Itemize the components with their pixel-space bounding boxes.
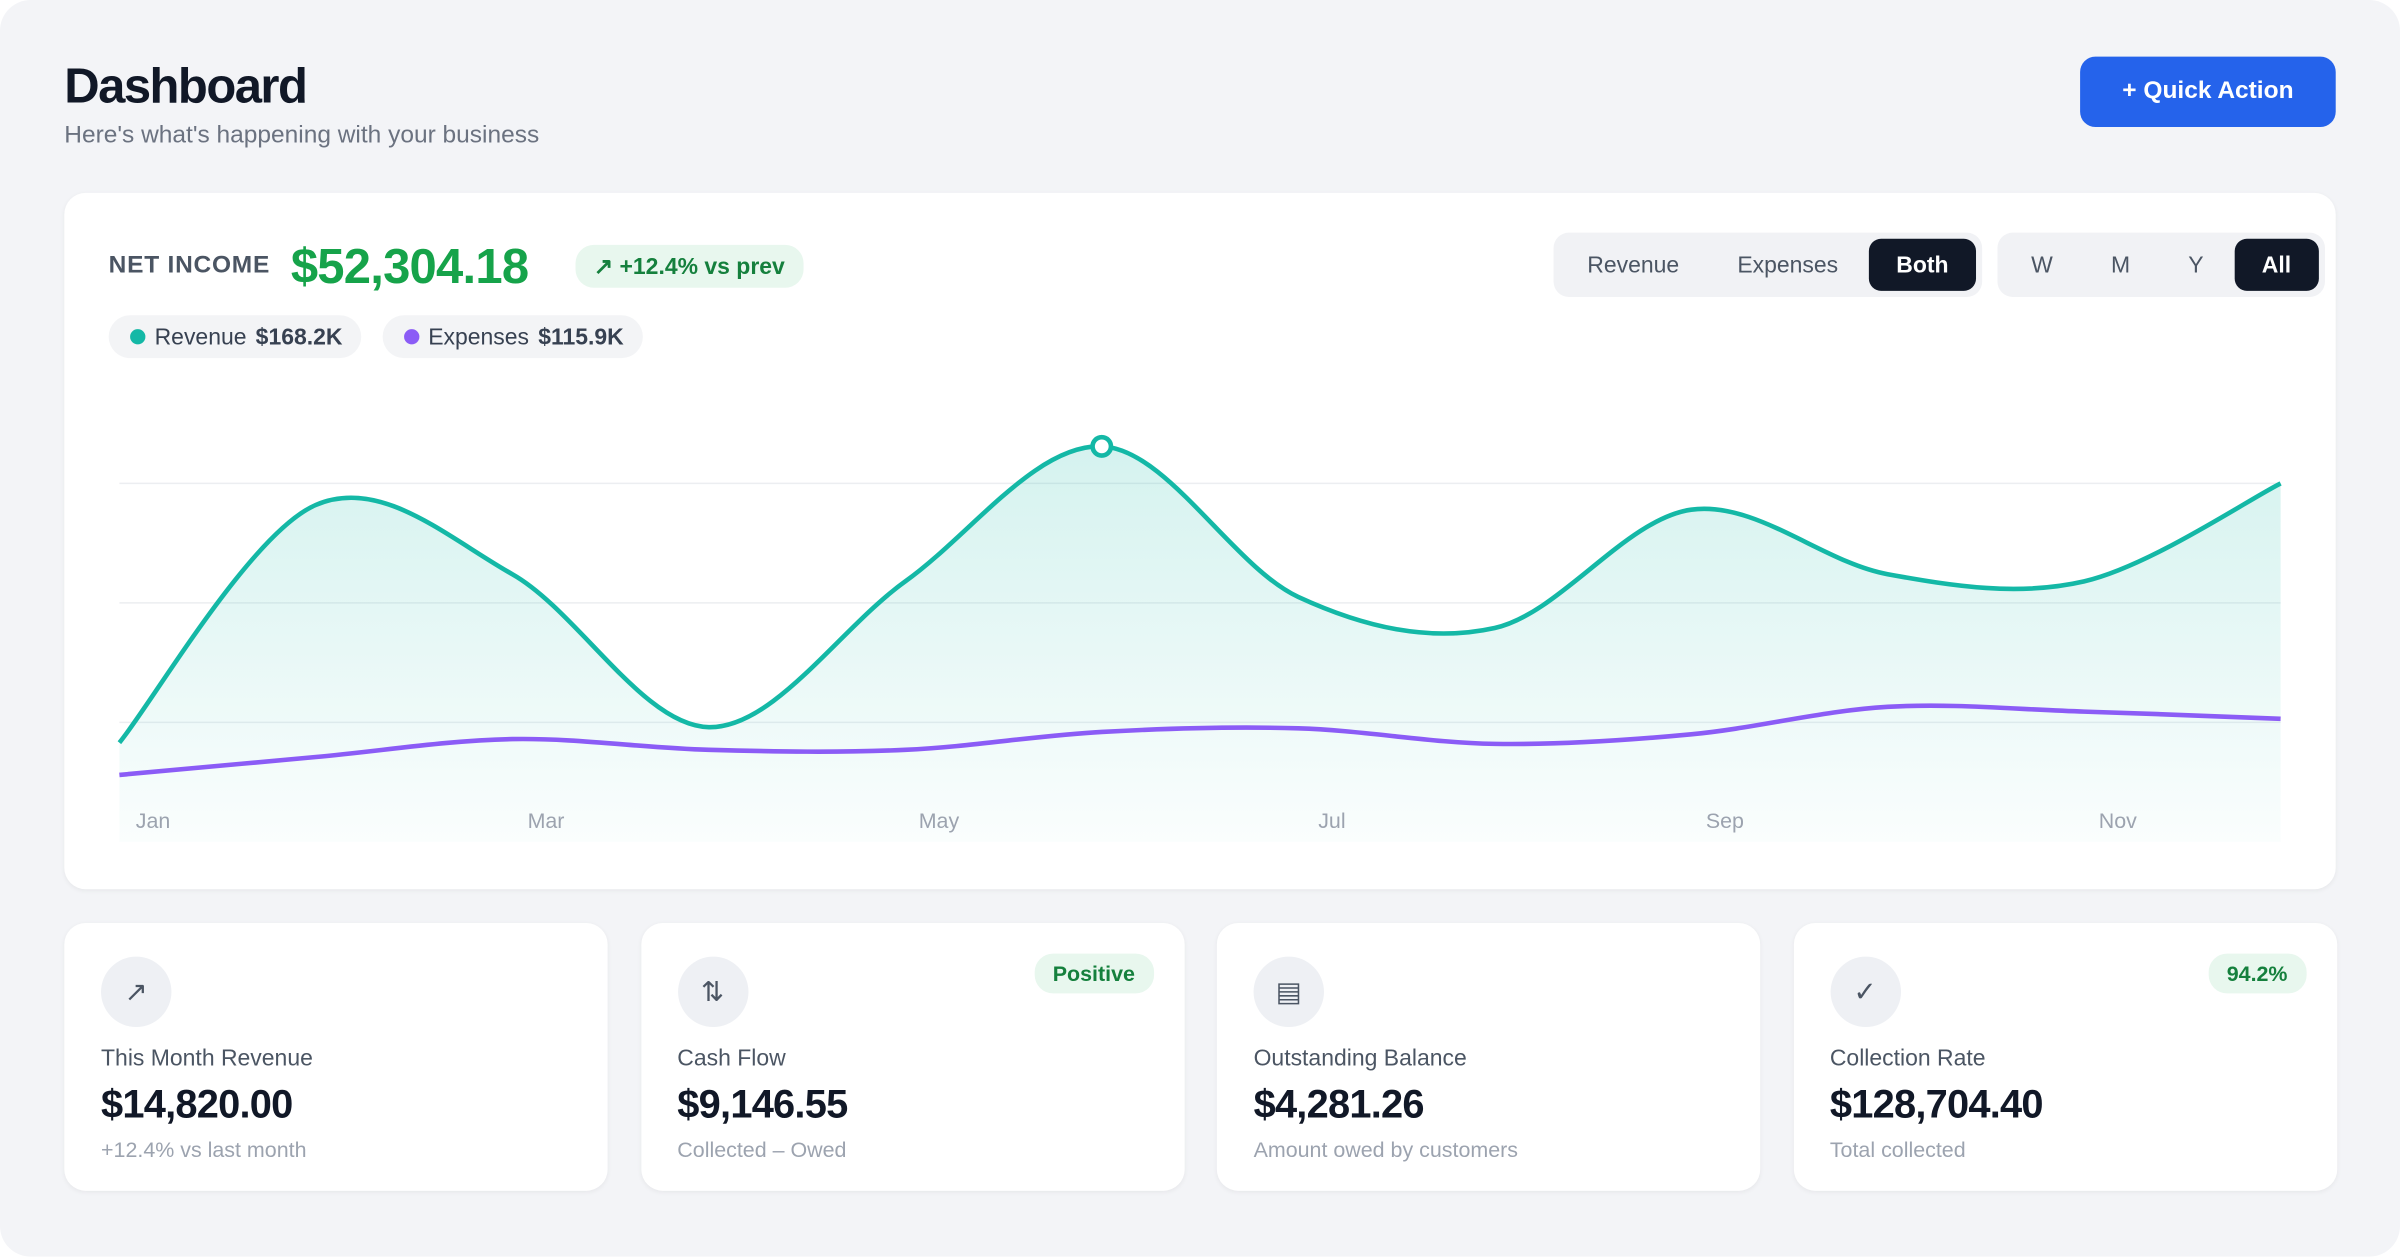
card-value: $14,820.00 (101, 1080, 293, 1127)
x-tick-label: Jul (1318, 809, 1345, 833)
legend-item: Expenses $115.9K (382, 315, 643, 359)
card-icon: ✓ (1829, 956, 1901, 1028)
card-icon: ↗ (101, 956, 172, 1028)
subtitle: Here's what's happening with your busine… (64, 122, 540, 149)
card-label: Collection Rate (1829, 1045, 1986, 1072)
x-tick-label: Mar (528, 809, 565, 833)
range-toggle: W M Y All (1997, 232, 2325, 297)
quick-action-button[interactable]: + Quick Action (2080, 56, 2336, 128)
legend-value: $168.2K (255, 323, 343, 350)
x-tick-label: Jan (136, 809, 171, 833)
line (117, 444, 2282, 745)
area (119, 446, 2281, 842)
legend-dot (130, 329, 146, 345)
card-label: This Month Revenue (101, 1045, 313, 1072)
legend-dot (403, 329, 420, 345)
stat-card: ↗ This Month Revenue $14,820.00 +12.4% vs l… (64, 922, 608, 1191)
card-label: Outstanding Balance (1253, 1045, 1467, 1072)
card-icon: ▤ (1253, 956, 1324, 1028)
card-label: Cash Flow (677, 1045, 786, 1072)
toggle-option[interactable]: Y (2188, 251, 2204, 278)
stat-card: ▤ Outstanding Balance $4,281.26 Amount owed… (1216, 922, 1761, 1191)
card-note: +12.4% vs last month (101, 1137, 307, 1162)
toggle-option[interactable]: M (2110, 251, 2131, 278)
stat-card: ⇅ Cash Flow $9,146.55 Collected – Owed Posit… (640, 922, 1184, 1191)
x-tick-label: Nov (2099, 809, 2137, 833)
card-badge: Positive (1034, 953, 1154, 994)
hover-point (1090, 434, 1114, 458)
stat-card: ✓ Collection Rate $128,704.40 Total collect… (1793, 922, 2337, 1191)
legend-value: $115.9K (538, 323, 624, 350)
net-income-label: NET INCOME (108, 252, 271, 279)
x-tick-label: May (919, 809, 960, 833)
legend: Revenue $168.2K Expenses $115.9K (108, 315, 643, 359)
net-income-value: $52,304.18 (290, 238, 529, 294)
card-note: Total collected (1829, 1137, 1966, 1162)
card-note: Collected – Owed (677, 1137, 847, 1162)
x-tick-label: Sep (1706, 809, 1744, 833)
card-icon: ⇅ (677, 956, 748, 1028)
toggle-option[interactable]: Both (1868, 238, 1977, 291)
change-badge: ↗ +12.4% vs prev (575, 244, 804, 288)
chart-card: NET INCOME $52,304.18 ↗ +12.4% vs prev R… (64, 192, 2336, 890)
card-value: $128,704.40 (1829, 1080, 2044, 1127)
toggle-option[interactable]: W (2031, 251, 2053, 278)
card-value: $9,146.55 (677, 1080, 848, 1127)
line (119, 703, 2281, 778)
legend-name: Revenue (154, 323, 247, 350)
series-toggle: Revenue Expenses Both (1553, 232, 1983, 297)
card-value: $4,281.26 (1253, 1080, 1425, 1127)
card-note: Amount owed by customers (1253, 1137, 1518, 1162)
title: Dashboard (64, 58, 308, 114)
toggle-option[interactable]: All (2234, 238, 2319, 291)
card-badge: 94.2% (2208, 953, 2306, 994)
chart: Jan Mar May Jul Sep Nov (117, 434, 2282, 842)
toggle-option[interactable]: Expenses (1737, 251, 1839, 278)
legend-item: Revenue $168.2K (108, 315, 361, 359)
legend-name: Expenses (428, 323, 530, 350)
toggle-option[interactable]: Revenue (1587, 251, 1680, 278)
